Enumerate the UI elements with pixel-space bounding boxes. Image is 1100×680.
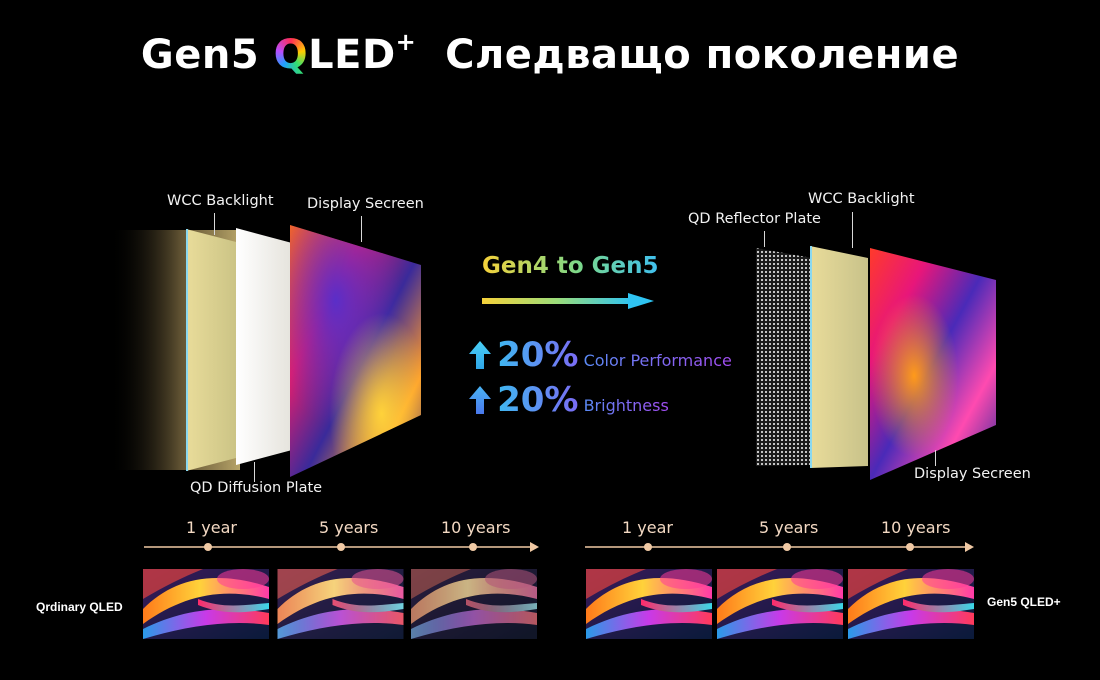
gen5-thumb-1-year	[586, 569, 712, 639]
stat-color-performance: 20% Color Performance	[468, 335, 732, 375]
left-screen-label: Display Secreen	[307, 196, 424, 212]
stat-brightness-value: 20%	[497, 380, 579, 420]
timeline-dot	[204, 543, 212, 551]
left-screen-tick	[361, 216, 362, 242]
right-wcc-label: WCC Backlight	[808, 191, 915, 207]
right-layer-stack	[756, 246, 996, 480]
gen5-thumb-10-years	[848, 569, 974, 639]
ordinary-qled-label: Qrdinary QLED	[36, 600, 123, 614]
right-screen-tick	[935, 450, 936, 466]
qd-reflector-plate	[756, 248, 812, 466]
left-timeline-axis	[144, 542, 539, 552]
stat-brightness: 20% Brightness	[468, 380, 669, 420]
left-wcc-tick	[214, 213, 215, 235]
left-tick-5-years: 5 years	[319, 518, 379, 537]
wcc-backlight-panel	[186, 229, 240, 471]
left-layer-stack	[110, 225, 421, 477]
qd-diffusion-plate	[236, 228, 292, 465]
left-tick-10-years: 10 years	[441, 518, 511, 537]
timeline-dot	[783, 543, 791, 551]
right-timeline-axis	[585, 542, 974, 552]
title-subtitle: Следващо поколение	[445, 32, 960, 78]
ordinary-thumb-1-year	[143, 569, 269, 639]
right-tick-1-year: 1 year	[622, 518, 673, 537]
ordinary-thumb-10-years	[411, 569, 537, 639]
stat-color-value: 20%	[497, 335, 579, 375]
left-wcc-label: WCC Backlight	[167, 193, 274, 209]
ordinary-thumb-5-years	[277, 569, 404, 639]
right-wcc-tick	[852, 212, 853, 248]
left-tick-1-year: 1 year	[186, 518, 237, 537]
right-reflector-tick	[764, 231, 765, 247]
gen5-thumb-5-years	[717, 569, 843, 639]
left-display-screen	[290, 225, 421, 477]
gen5-qled-plus-label: Gen5 QLED+	[987, 595, 1061, 609]
right-display-screen	[870, 248, 996, 480]
timeline-dot	[906, 543, 914, 551]
arrow-up-icon	[469, 386, 491, 414]
stat-color-desc: Color Performance	[583, 351, 732, 370]
timeline-dot	[469, 543, 477, 551]
left-diffusion-tick	[254, 462, 255, 482]
right-tick-10-years: 10 years	[881, 518, 951, 537]
arrow-up-icon	[469, 341, 491, 369]
left-diffusion-label: QD Diffusion Plate	[190, 480, 323, 496]
gen4-to-gen5-text: Gen4 to Gen5	[482, 253, 659, 279]
page-title: Gen5 QLED+ Следващо поколение	[0, 28, 1100, 78]
right-reflector-label: QD Reflector Plate	[688, 211, 821, 227]
gen-arrow-icon	[482, 293, 654, 309]
right-wcc-backlight-panel	[810, 246, 868, 468]
title-plus: +	[395, 28, 417, 56]
timeline-dot	[337, 543, 345, 551]
right-screen-label: Display Secreen	[914, 466, 1031, 482]
timeline-dot	[644, 543, 652, 551]
right-tick-5-years: 5 years	[759, 518, 819, 537]
title-gen5: Gen5	[140, 32, 260, 78]
title-led: LED	[308, 32, 396, 78]
title-q-logo: Q	[273, 32, 309, 78]
stat-brightness-desc: Brightness	[583, 396, 669, 415]
